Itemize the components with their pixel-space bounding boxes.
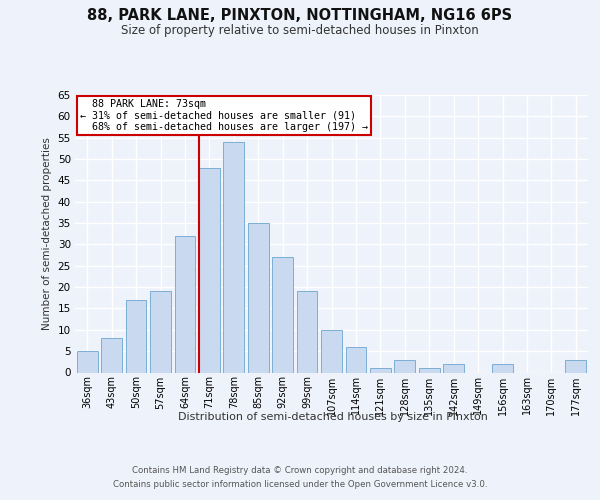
Bar [321,330,342,372]
Bar [77,351,98,372]
Bar [346,347,367,372]
Bar [296,292,317,372]
Bar [150,292,171,372]
Bar [101,338,122,372]
Bar [419,368,440,372]
Bar [565,360,586,372]
Y-axis label: Number of semi-detached properties: Number of semi-detached properties [42,138,52,330]
Bar [175,236,196,372]
Text: 88 PARK LANE: 73sqm  
← 31% of semi-detached houses are smaller (91)
  68% of se: 88 PARK LANE: 73sqm ← 31% of semi-detach… [80,99,368,132]
Bar [199,168,220,372]
Text: 88, PARK LANE, PINXTON, NOTTINGHAM, NG16 6PS: 88, PARK LANE, PINXTON, NOTTINGHAM, NG16… [88,8,512,22]
Bar [248,223,269,372]
Text: Contains HM Land Registry data © Crown copyright and database right 2024.: Contains HM Land Registry data © Crown c… [132,466,468,475]
Text: Contains public sector information licensed under the Open Government Licence v3: Contains public sector information licen… [113,480,487,489]
Bar [443,364,464,372]
Text: Distribution of semi-detached houses by size in Pinxton: Distribution of semi-detached houses by … [178,412,488,422]
Text: Size of property relative to semi-detached houses in Pinxton: Size of property relative to semi-detach… [121,24,479,37]
Bar [370,368,391,372]
Bar [492,364,513,372]
Bar [125,300,146,372]
Bar [223,142,244,372]
Bar [394,360,415,372]
Bar [272,257,293,372]
